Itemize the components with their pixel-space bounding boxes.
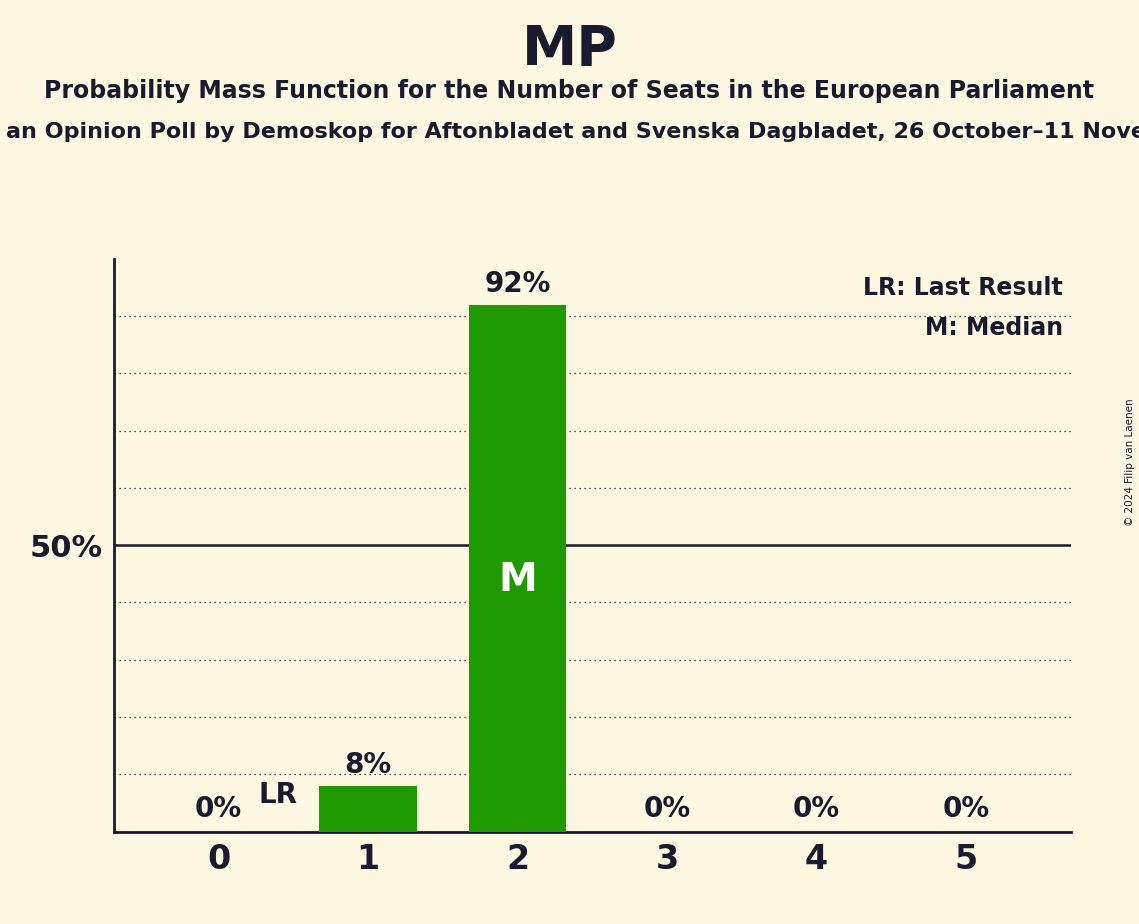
Bar: [319, 785, 417, 832]
Text: M: Median: M: Median: [925, 316, 1063, 340]
Text: 92%: 92%: [484, 270, 551, 298]
Text: 0%: 0%: [195, 795, 243, 823]
Text: 0%: 0%: [793, 795, 841, 823]
Text: LR: LR: [259, 781, 297, 808]
Text: 0%: 0%: [644, 795, 690, 823]
Text: 8%: 8%: [344, 751, 392, 779]
Text: LR: Last Result: LR: Last Result: [863, 276, 1063, 300]
Text: © 2024 Filip van Laenen: © 2024 Filip van Laenen: [1125, 398, 1134, 526]
Bar: [469, 305, 566, 832]
Text: 0%: 0%: [942, 795, 990, 823]
Text: an Opinion Poll by Demoskop for Aftonbladet and Svenska Dagbladet, 26 October–11: an Opinion Poll by Demoskop for Aftonbla…: [6, 122, 1139, 142]
Text: MP: MP: [522, 23, 617, 77]
Text: Probability Mass Function for the Number of Seats in the European Parliament: Probability Mass Function for the Number…: [44, 79, 1095, 103]
Text: M: M: [498, 561, 536, 599]
